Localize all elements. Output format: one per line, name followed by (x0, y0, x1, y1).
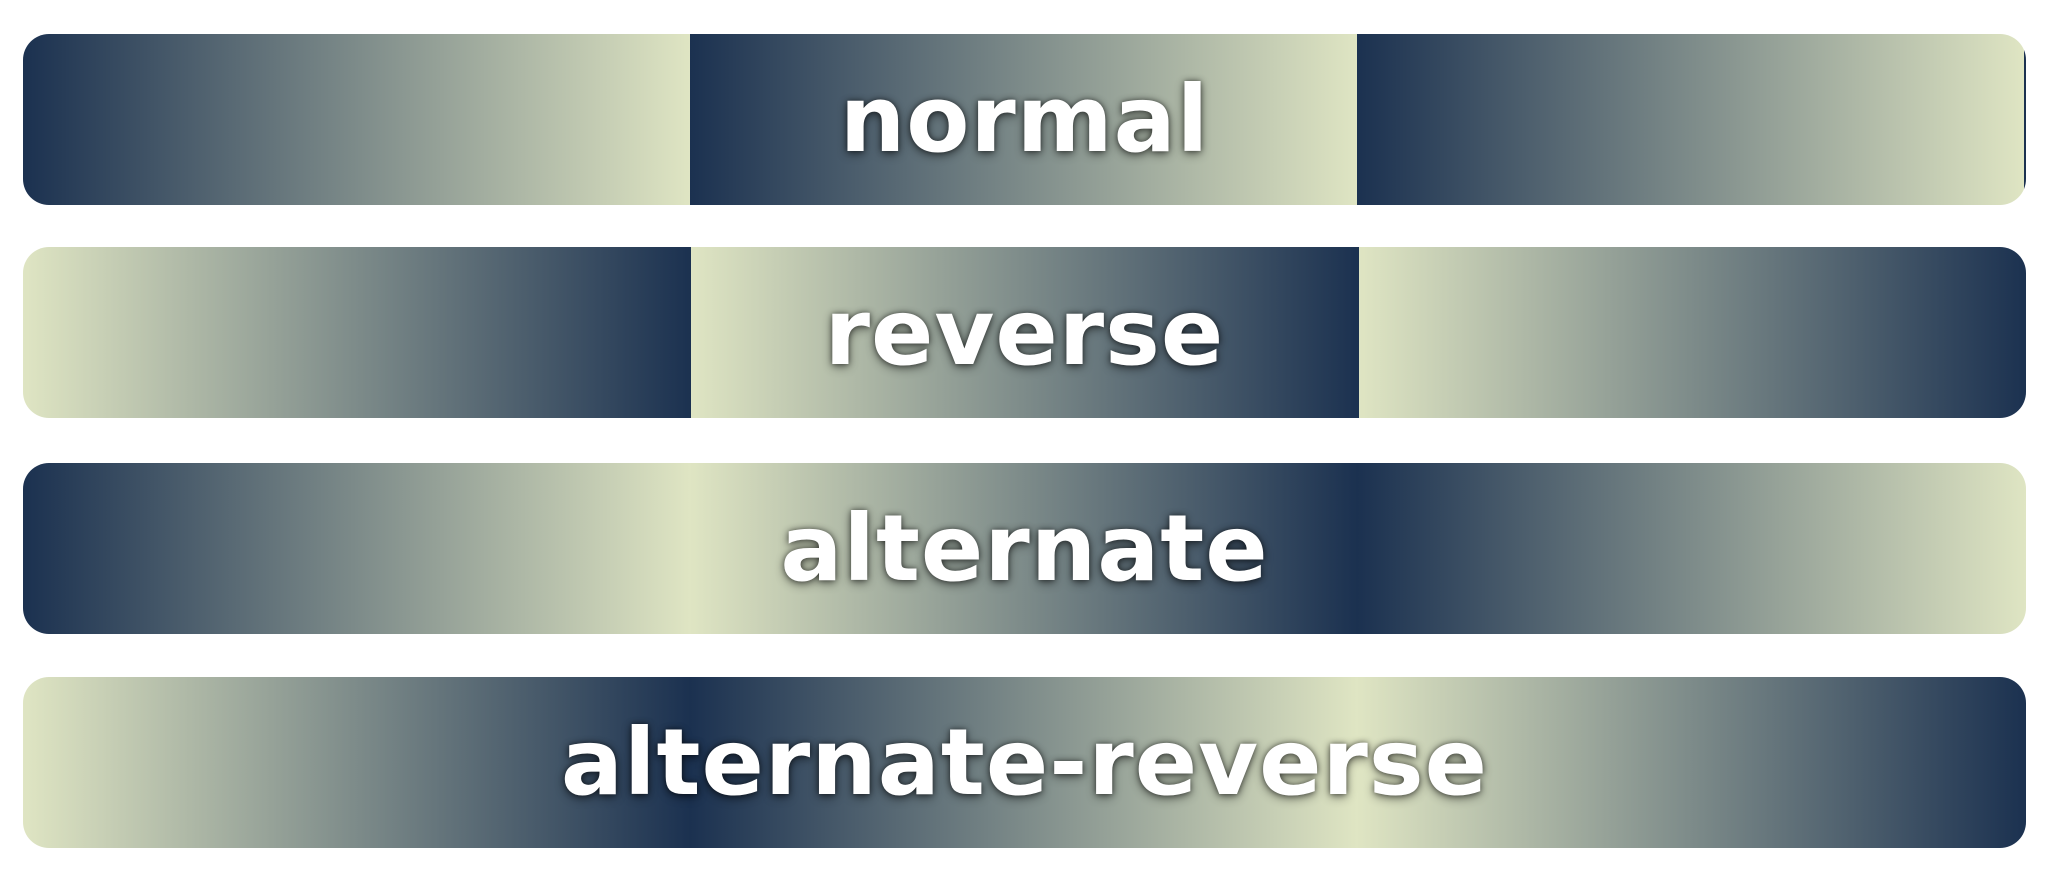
band-label-alternate: alternate (780, 494, 1269, 602)
band-label-alternate-reverse: alternate-reverse (560, 708, 1489, 816)
band-label-normal: normal (839, 65, 1210, 173)
band-alternate-reverse: alternate-reverse (23, 677, 2026, 848)
band-normal: normal (23, 34, 2026, 205)
band-reverse: reverse (23, 247, 2026, 418)
band-alternate: alternate (23, 463, 2026, 634)
band-label-reverse: reverse (824, 278, 1225, 386)
